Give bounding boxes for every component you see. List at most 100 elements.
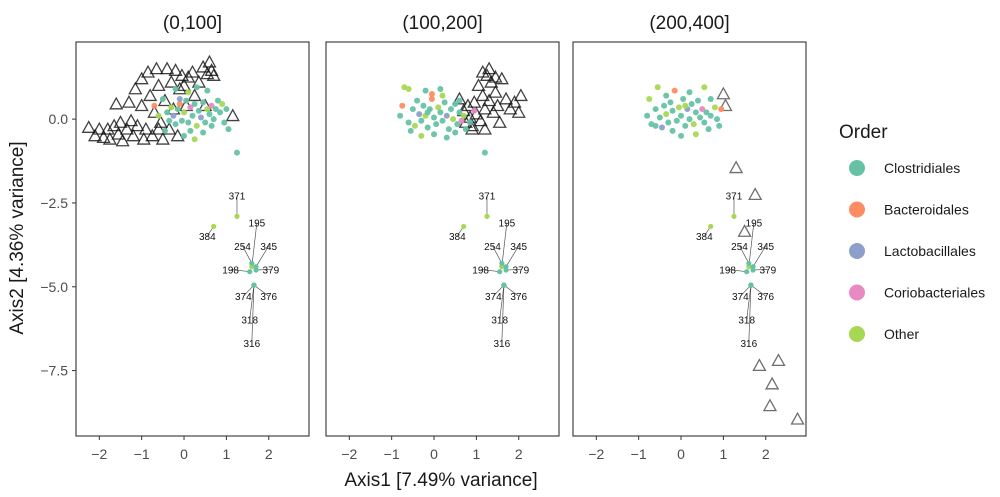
- legend-swatch: [849, 160, 865, 176]
- data-point: [454, 121, 461, 128]
- data-point: [711, 104, 718, 111]
- data-point: [170, 112, 177, 119]
- labeled-point: [503, 267, 509, 273]
- data-point: [450, 116, 457, 123]
- data-point: [431, 114, 438, 121]
- data-point: [176, 101, 183, 108]
- labeled-point: [249, 260, 255, 266]
- x-tick-label: 0: [677, 446, 685, 462]
- labeled-point: [251, 282, 257, 288]
- data-point: [458, 117, 465, 124]
- leader-line: [251, 222, 258, 267]
- data-point: [716, 122, 723, 129]
- labeled-point: [484, 213, 490, 219]
- point-label: 195: [249, 218, 266, 229]
- panel-title: (100,200]: [402, 13, 482, 34]
- data-point: [439, 117, 446, 124]
- triangle-markers: [716, 86, 805, 425]
- triangle-point: [126, 128, 141, 142]
- triangle-markers: [81, 54, 240, 147]
- data-point: [214, 97, 221, 104]
- data-point: [428, 90, 435, 97]
- data-point: [200, 99, 207, 106]
- data-point: [661, 102, 668, 109]
- data-point: [663, 92, 670, 99]
- y-tick-label: 0.0: [49, 111, 69, 127]
- data-point: [195, 107, 202, 114]
- y-tick-label: −2.5: [40, 195, 68, 211]
- x-tick-label: −2: [588, 446, 604, 462]
- point-label: 371: [726, 192, 743, 203]
- triangle-point: [128, 81, 143, 95]
- data-point: [418, 117, 425, 124]
- data-point: [187, 104, 194, 111]
- data-point: [707, 112, 714, 119]
- triangle-point: [471, 78, 486, 92]
- triangle-point: [765, 376, 780, 390]
- data-point: [692, 109, 699, 116]
- data-point: [420, 102, 427, 109]
- colored-points: [397, 84, 488, 156]
- data-point: [654, 84, 661, 91]
- leader-line: [750, 284, 766, 297]
- data-point: [435, 104, 442, 111]
- data-point: [418, 132, 425, 139]
- triangle-point: [187, 88, 202, 102]
- legend-label: Coriobacteriales: [884, 285, 985, 301]
- point-label: 318: [241, 316, 258, 327]
- data-point: [456, 97, 463, 104]
- point-label: 254: [234, 242, 251, 253]
- data-point: [701, 119, 708, 126]
- triangle-point: [202, 54, 217, 68]
- x-axis-title: Axis1 [7.49% variance]: [344, 470, 537, 491]
- x-tick-label: 2: [265, 446, 273, 462]
- data-point: [701, 84, 708, 91]
- legend-label: Other: [884, 326, 919, 342]
- triangle-point: [176, 78, 192, 92]
- point-label: 379: [263, 265, 280, 276]
- triangle-point: [748, 187, 763, 201]
- data-point: [168, 104, 175, 111]
- triangle-point: [460, 98, 476, 112]
- data-point: [460, 112, 467, 119]
- triangle-point: [790, 411, 805, 425]
- data-point: [397, 112, 404, 119]
- data-point: [652, 122, 659, 129]
- triangle-point: [96, 130, 111, 144]
- data-point: [185, 119, 192, 126]
- point-label: 316: [740, 339, 757, 350]
- labeled-point: [731, 213, 737, 219]
- data-point: [217, 109, 224, 116]
- data-point: [197, 114, 204, 121]
- data-point: [424, 109, 431, 116]
- data-point: [678, 112, 685, 119]
- data-point: [667, 99, 674, 106]
- point-label: 345: [757, 242, 774, 253]
- leader-line: [499, 285, 505, 320]
- point-label: 318: [738, 316, 755, 327]
- x-tick-label: −2: [341, 446, 357, 462]
- triangle-point: [513, 88, 528, 102]
- triangle-point: [511, 105, 526, 118]
- triangle-point: [492, 115, 507, 128]
- data-point: [161, 127, 168, 134]
- data-point: [191, 101, 198, 108]
- data-point: [443, 112, 450, 119]
- data-point: [155, 112, 162, 119]
- labeled-points: 371 384 195 254 345 198 379 374 376 318 316: [696, 192, 777, 351]
- data-point: [172, 85, 179, 92]
- legend-swatch: [849, 284, 865, 301]
- triangle-point: [737, 224, 752, 237]
- triangle-point: [200, 66, 215, 80]
- data-point: [159, 96, 166, 103]
- triangle-point: [134, 71, 149, 85]
- triangle-point: [147, 105, 162, 118]
- point-label: 254: [731, 242, 748, 253]
- legend-swatch: [849, 201, 865, 218]
- labeled-points: 371 384 195 254 345 198 379 374 376 318 316: [449, 192, 530, 351]
- y-tick-label: −5.0: [40, 279, 68, 295]
- labeled-point: [750, 267, 756, 273]
- triangle-point: [174, 68, 190, 81]
- data-point: [462, 126, 469, 133]
- x-tick-label: 0: [180, 446, 188, 462]
